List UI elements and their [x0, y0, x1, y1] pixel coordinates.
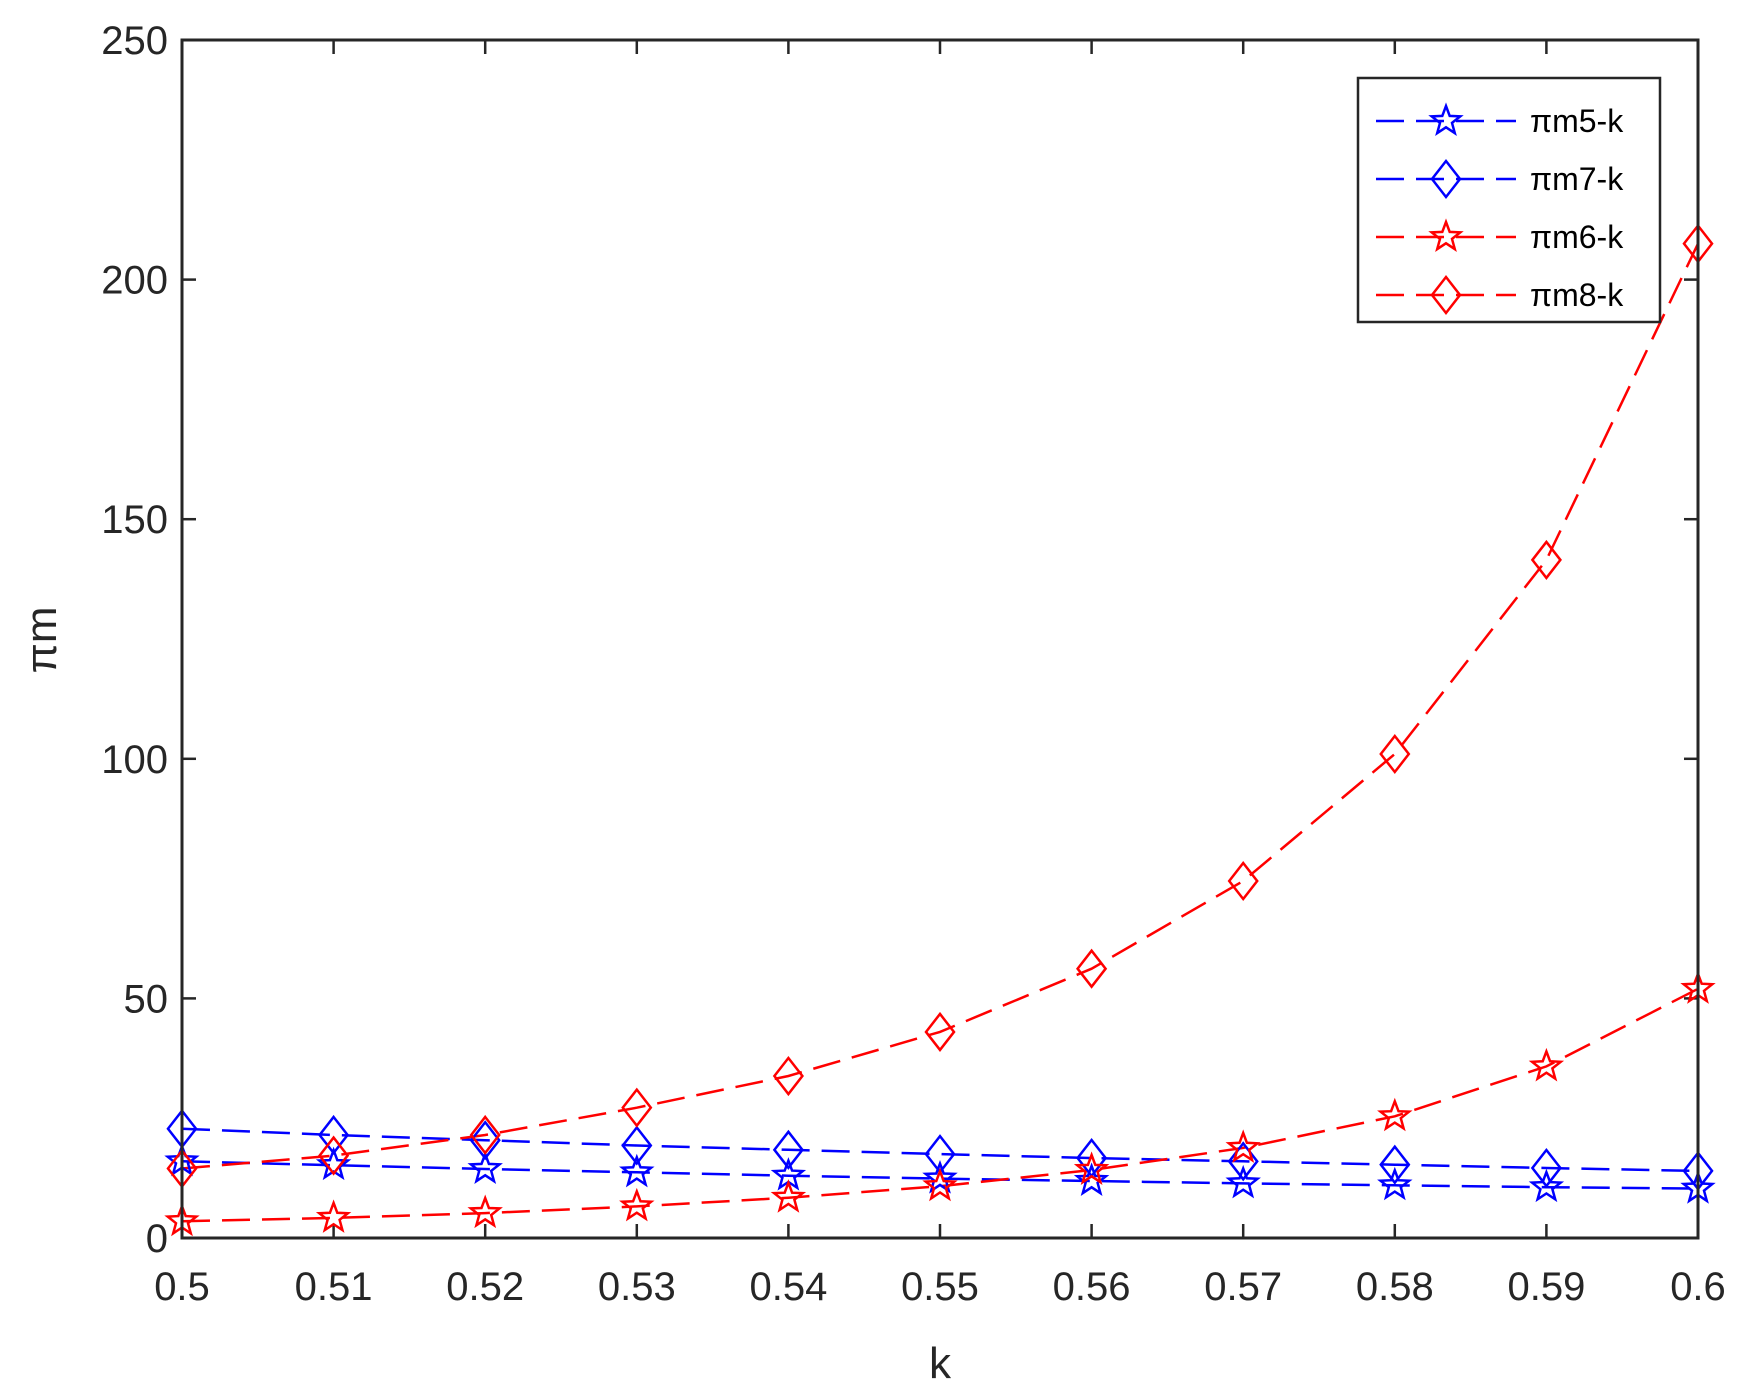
data-point-3	[922, 1167, 958, 1202]
data-point-2	[772, 1129, 804, 1170]
x-tick-labels: 0.5 0.51 0.52 0.53 0.54 0.55 0.56 0.57 0.58 0.59 0…	[154, 1265, 1726, 1309]
legend: πm5-k πm7-k πm6-k πm8-k	[1356, 76, 1662, 324]
data-point-3	[770, 1179, 807, 1213]
y-tick-label: 150	[101, 498, 168, 542]
data-point-3	[1225, 1129, 1261, 1163]
series-line-2	[181, 1127, 1699, 1173]
x-axis-title: k	[929, 1339, 952, 1388]
plot-area-frame	[180, 38, 1700, 1240]
y-tick-labels: 0 50 100 150 200 250	[101, 19, 168, 1261]
legend-items: πm5-k πm7-k πm6-k πm8-k	[1376, 102, 1624, 316]
legend-label: πm5-k	[1530, 103, 1624, 139]
legend-marker	[1430, 274, 1462, 316]
legend-label: πm8-k	[1530, 277, 1624, 313]
x-tick-label: 0.54	[749, 1265, 827, 1309]
data-point-4	[318, 1135, 350, 1176]
x-tick-label: 0.53	[598, 1265, 676, 1309]
legend-label: πm6-k	[1530, 219, 1624, 255]
data-point-2	[1379, 1144, 1411, 1185]
data-point-1	[467, 1150, 503, 1184]
data-point-4	[1379, 733, 1411, 775]
data-point-3	[1377, 1097, 1413, 1132]
data-point-3	[467, 1194, 503, 1229]
data-point-1	[1528, 1168, 1565, 1203]
data-point-3	[1073, 1151, 1110, 1185]
data-point-4	[1530, 539, 1562, 580]
series-line-4	[181, 243, 1700, 1170]
data-point-2	[318, 1114, 350, 1156]
data-point-2	[1227, 1141, 1259, 1182]
data-point-1	[1225, 1164, 1261, 1199]
data-point-1	[922, 1160, 958, 1194]
data-point-4	[924, 1011, 956, 1052]
series-lines	[181, 243, 1700, 1223]
y-axis-title: πm	[17, 606, 66, 673]
data-point-4	[621, 1087, 653, 1128]
legend-marker	[1430, 158, 1462, 200]
data-point-2	[1530, 1148, 1562, 1189]
x-tick-label: 0.55	[901, 1265, 979, 1309]
data-point-1	[619, 1153, 655, 1188]
x-tick-label: 0.57	[1204, 1265, 1282, 1309]
x-tick-label: 0.52	[446, 1265, 524, 1309]
legend-marker	[1428, 218, 1464, 252]
y-tick-label: 50	[124, 977, 169, 1021]
x-tick-label: 0.59	[1507, 1265, 1585, 1309]
legend-marker	[1428, 102, 1464, 136]
data-point-1	[1073, 1162, 1110, 1196]
data-point-2	[469, 1120, 501, 1161]
data-point-3	[315, 1199, 352, 1233]
x-tick-label: 0.6	[1670, 1265, 1726, 1309]
data-point-3	[619, 1187, 655, 1222]
data-point-3	[1528, 1047, 1565, 1082]
data-point-4	[1227, 860, 1259, 902]
data-point-4	[469, 1114, 501, 1156]
data-point-4	[1076, 948, 1108, 989]
series-line-3	[181, 987, 1699, 1223]
y-tick-label: 0	[146, 1217, 168, 1261]
x-tick-label: 0.58	[1356, 1265, 1434, 1309]
legend-label: πm7-k	[1530, 161, 1624, 197]
data-point-4	[772, 1055, 804, 1097]
series-markers	[164, 223, 1716, 1237]
y-tick-label: 250	[101, 19, 168, 63]
x-tick-label: 0.5	[154, 1265, 210, 1309]
y-tick-label: 200	[101, 259, 168, 303]
series-line-1	[181, 1160, 1699, 1190]
legend-box	[1356, 76, 1662, 324]
data-point-2	[621, 1125, 653, 1166]
y-tick-label: 100	[101, 738, 168, 782]
data-point-1	[1377, 1166, 1413, 1201]
x-tick-label: 0.51	[295, 1265, 373, 1309]
x-tick-label: 0.56	[1053, 1265, 1131, 1309]
